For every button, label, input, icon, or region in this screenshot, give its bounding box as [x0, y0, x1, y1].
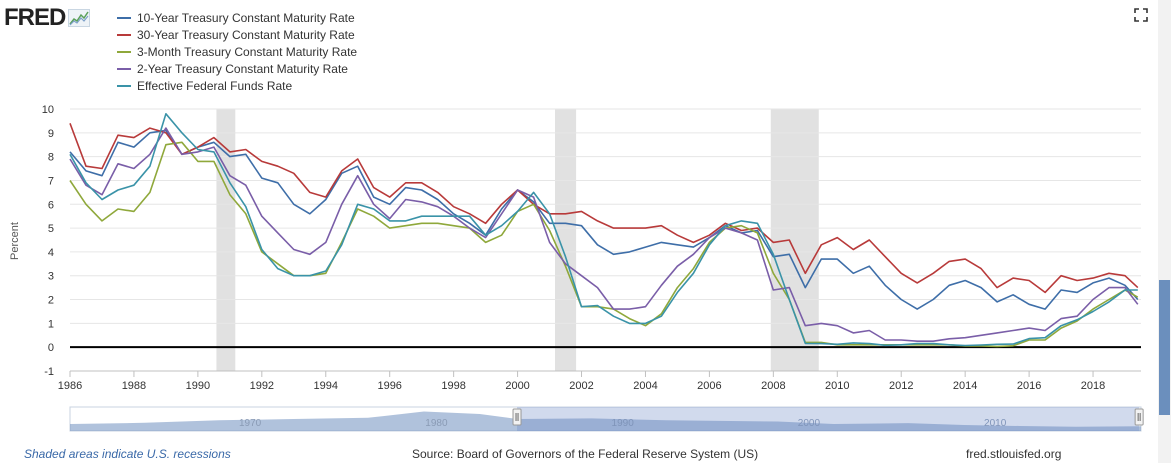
navigator-label: 1970: [239, 418, 262, 429]
recession-band: [216, 109, 236, 371]
source-note: Source: Board of Governors of the Federa…: [412, 447, 759, 461]
logo-text: FRED: [4, 4, 66, 31]
legend-item[interactable]: 3-Month Treasury Constant Maturity Rate: [117, 43, 357, 60]
navigator-label: 1990: [612, 418, 635, 429]
legend-item[interactable]: 10-Year Treasury Constant Maturity Rate: [117, 9, 357, 26]
x-tick-label: 1998: [441, 380, 465, 392]
y-tick-label: 5: [48, 223, 54, 235]
x-tick-label: 2002: [569, 380, 593, 392]
legend-label: 10-Year Treasury Constant Maturity Rate: [137, 10, 355, 25]
legend-label: 3-Month Treasury Constant Maturity Rate: [137, 44, 358, 59]
y-tick-label: 6: [48, 199, 54, 211]
x-tick-label: 2018: [1081, 380, 1105, 392]
chart-legend: 10-Year Treasury Constant Maturity Rate 3…: [117, 9, 357, 94]
legend-swatch: [117, 33, 131, 36]
x-tick-label: 1988: [122, 380, 146, 392]
legend-item[interactable]: Effective Federal Funds Rate: [117, 77, 357, 94]
x-tick-label: 1990: [186, 380, 210, 392]
legend-label: 30-Year Treasury Constant Maturity Rate: [137, 27, 355, 42]
fullscreen-icon[interactable]: [1132, 6, 1150, 24]
legend-label: Effective Federal Funds Rate: [137, 78, 293, 93]
navigator-selection: [517, 407, 1140, 431]
x-tick-label: 2016: [1017, 380, 1041, 392]
x-tick-label: 1994: [314, 380, 338, 392]
x-tick-label: 2004: [633, 380, 657, 392]
y-tick-label: 7: [48, 175, 54, 187]
legend-swatch: [117, 67, 131, 70]
legend-swatch: [117, 50, 131, 53]
recession-band: [770, 109, 819, 371]
range-navigator[interactable]: 1970 1980 1990 2000 2010: [0, 0, 1158, 440]
fred-graph-icon: [68, 9, 91, 27]
legend-item[interactable]: 30-Year Treasury Constant Maturity Rate: [117, 26, 357, 43]
scrollbar-thumb[interactable]: [1159, 280, 1170, 415]
x-tick-label: 2008: [761, 380, 785, 392]
y-tick-label: 10: [42, 104, 54, 116]
legend-swatch: [117, 16, 131, 19]
x-tick-label: 2014: [953, 380, 977, 392]
navigator-handle-right[interactable]: [1134, 408, 1144, 426]
x-tick-label: 2006: [697, 380, 721, 392]
series-line: [69, 127, 1139, 343]
series-line: [69, 123, 1139, 294]
x-tick-label: 1992: [250, 380, 274, 392]
series-line: [69, 129, 1139, 310]
y-tick-label: 2: [48, 295, 54, 307]
navigator-label: 1980: [425, 418, 448, 429]
navigator-label: 2010: [984, 418, 1007, 429]
plot-area: [70, 109, 1141, 371]
y-tick-label: 0: [48, 342, 54, 354]
x-tick-label: 2012: [889, 380, 913, 392]
navigator-handle-left[interactable]: [512, 408, 522, 426]
site-link[interactable]: fred.stlouisfed.org: [966, 447, 1062, 461]
y-tick-label: 9: [48, 128, 54, 140]
x-tick-label: 1996: [377, 380, 401, 392]
legend-label: 2-Year Treasury Constant Maturity Rate: [137, 61, 348, 76]
recession-note[interactable]: Shaded areas indicate U.S. recessions: [24, 447, 231, 461]
x-tick-label: 2000: [505, 380, 529, 392]
legend-swatch: [117, 84, 131, 87]
series-line: [69, 113, 1138, 347]
x-tick-label: 2010: [825, 380, 849, 392]
y-tick-label: 3: [48, 271, 54, 283]
y-tick-label: 4: [48, 247, 54, 259]
x-tick-label: 1986: [58, 380, 82, 392]
y-tick-label: -1: [44, 366, 54, 378]
y-tick-label: 8: [48, 152, 54, 164]
navigator-series-area: [70, 411, 1141, 431]
y-tick-label: 1: [48, 318, 54, 330]
page-scrollbar[interactable]: [1158, 0, 1171, 463]
legend-item[interactable]: 2-Year Treasury Constant Maturity Rate: [117, 60, 357, 77]
fred-logo[interactable]: FRED: [4, 4, 91, 32]
recession-band: [554, 109, 577, 371]
navigator-label: 2000: [798, 418, 821, 429]
line-chart: -1 0 1 2 3 4 5 6 7 8 9 10 1986 1988 1990 1992 1994 1996 19…: [42, 104, 1141, 392]
